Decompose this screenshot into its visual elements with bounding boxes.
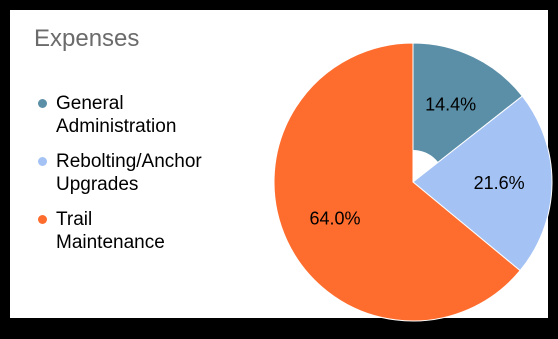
legend-label-line-2: Maintenance	[56, 232, 165, 253]
legend-label-line-2: Administration	[56, 116, 177, 137]
legend-item-trail-maintenance: Trail Maintenance	[38, 208, 248, 254]
data-label-rebolting-anchor-upgrades: 21.6%	[474, 173, 525, 193]
legend-marker	[38, 157, 47, 166]
chart-panel: Expenses General Administration Reboltin…	[10, 10, 553, 322]
chart-legend: General Administration Rebolting/Anchor …	[38, 92, 248, 266]
pie-slice-trail-maintenance	[273, 42, 521, 322]
legend-label-line-1: Trail	[56, 209, 93, 230]
legend-marker	[38, 99, 47, 108]
data-label-general-administration: 14.4%	[425, 94, 476, 114]
chart-title: Expenses	[34, 25, 140, 52]
pie-slice-general-administration	[412, 42, 523, 184]
legend-label-line-1: Rebolting/Anchor	[56, 151, 202, 172]
legend-item-general-administration: General Administration	[38, 92, 248, 138]
pie-chart: 14.4% 21.6% 64.0%	[273, 42, 553, 322]
legend-marker	[38, 215, 47, 224]
legend-item-rebolting-anchor-upgrades: Rebolting/Anchor Upgrades	[38, 150, 248, 196]
data-label-trail-maintenance: 64.0%	[309, 209, 360, 229]
pie-slice-rebolting-anchor-upgrades	[412, 95, 553, 272]
legend-label-line-1: General	[56, 93, 124, 114]
legend-label-line-2: Upgrades	[56, 174, 139, 195]
